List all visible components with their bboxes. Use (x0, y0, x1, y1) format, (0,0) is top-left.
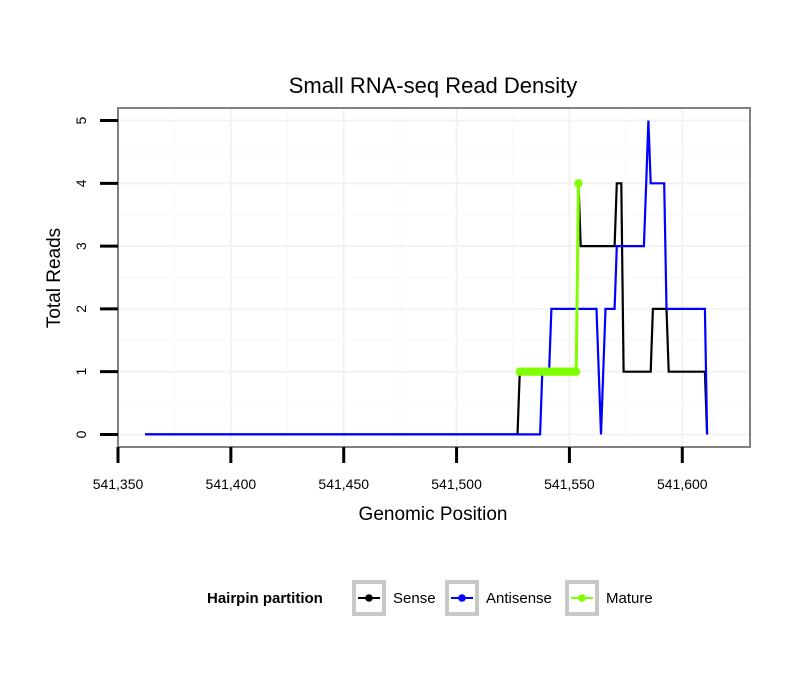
y-tick-label: 0 (73, 430, 89, 438)
x-tick-label: 541,450 (318, 476, 369, 492)
x-axis: 541,350 541,400 541,450 541,500 541,550 541,6… (93, 447, 708, 492)
y-axis: 0 1 2 3 4 5 (73, 116, 118, 438)
legend-label-sense: Sense (393, 590, 436, 607)
y-tick-label: 4 (73, 179, 89, 187)
x-tick-label: 541,600 (657, 476, 708, 492)
chart-title: Small RNA-seq Read Density (289, 73, 578, 98)
legend-marker-mature (578, 594, 586, 602)
x-axis-title: Genomic Position (359, 504, 508, 525)
y-tick-label: 2 (73, 305, 89, 313)
series-layer (145, 120, 709, 436)
plot-border (117, 107, 751, 448)
legend-items: Sense Antisense Mature (352, 580, 653, 616)
series-mature-point (572, 367, 581, 376)
legend-label-antisense: Antisense (486, 590, 552, 607)
x-tick-label: 541,350 (93, 476, 144, 492)
x-tick-label: 541,500 (431, 476, 482, 492)
y-tick-label: 3 (73, 242, 89, 250)
legend-label-mature: Mature (606, 590, 653, 607)
x-tick-label: 541,400 (206, 476, 257, 492)
series-mature-point (574, 179, 583, 188)
gridlines (117, 108, 750, 447)
legend-marker-antisense (458, 594, 466, 602)
legend-title: Hairpin partition (207, 590, 323, 607)
y-axis-title: Total Reads (44, 228, 65, 328)
x-tick-label: 541,550 (544, 476, 595, 492)
y-tick-label: 1 (73, 368, 89, 376)
legend: Hairpin partition Sense Antisense Mature (207, 580, 653, 616)
legend-marker-sense (365, 594, 373, 602)
y-tick-label: 5 (73, 116, 89, 124)
